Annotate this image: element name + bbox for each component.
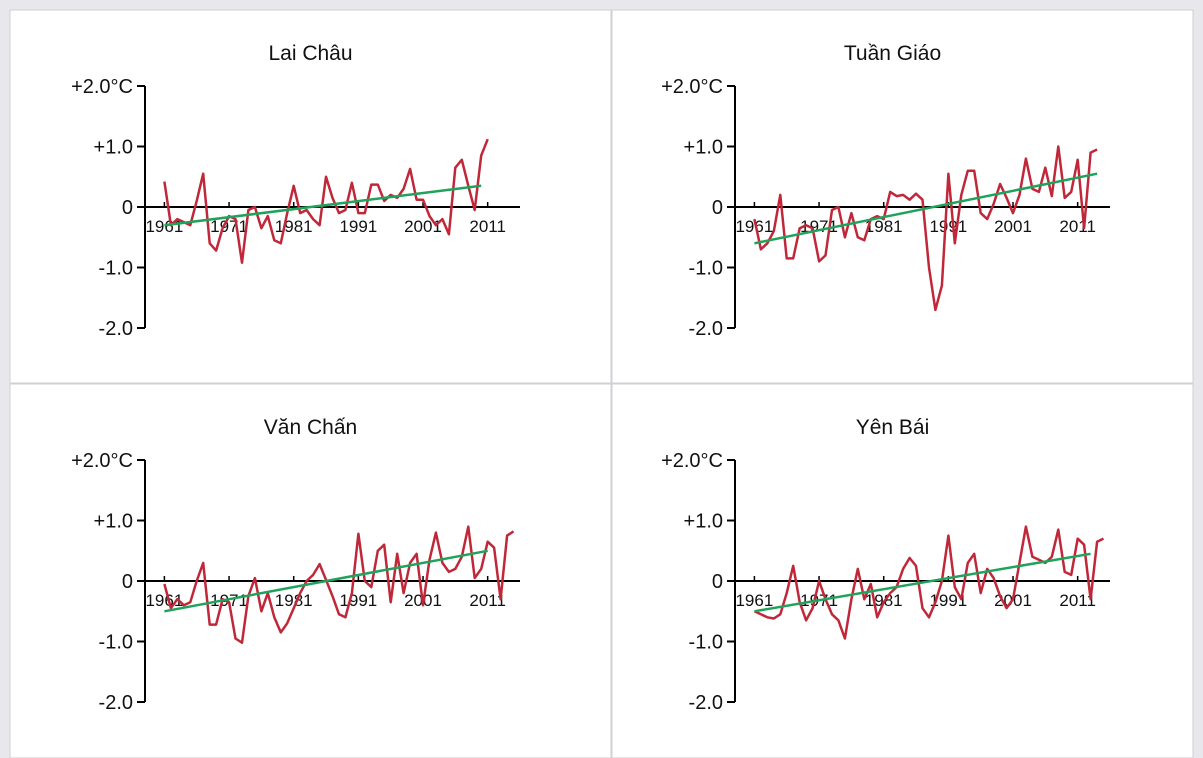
panel-background xyxy=(9,9,612,384)
x-tick-label: 1991 xyxy=(339,217,377,236)
y-tick-label: -1.0 xyxy=(99,632,133,654)
y-tick-label: -1.0 xyxy=(689,632,723,654)
x-tick-label: 1971 xyxy=(210,591,248,610)
x-tick-label: 1991 xyxy=(339,591,377,610)
chart-title: Lai Châu xyxy=(268,42,352,65)
anomaly-line xyxy=(753,145,1098,312)
y-tick-label: +2.0°C xyxy=(661,76,723,98)
x-tick-label: 2001 xyxy=(404,217,442,236)
y-tick-label: -2.0 xyxy=(689,318,723,340)
chart-title: Văn Chấn xyxy=(264,416,357,439)
x-tick-label: 1981 xyxy=(275,591,313,610)
y-tick-label: 0 xyxy=(712,197,723,219)
x-tick-label: 1981 xyxy=(275,217,313,236)
y-tick-label: 0 xyxy=(712,571,723,593)
trend-line xyxy=(754,552,1091,613)
y-tick-label: -2.0 xyxy=(689,692,723,714)
x-tick-label: 2001 xyxy=(994,217,1032,236)
x-tick-label: 2011 xyxy=(1059,591,1096,610)
x-tick-label: 1991 xyxy=(929,217,967,236)
x-tick-label: 2011 xyxy=(1059,217,1096,236)
panel-background xyxy=(9,383,612,758)
x-tick-label: 1961 xyxy=(735,591,773,610)
x-tick-label: 1961 xyxy=(735,217,773,236)
y-tick-label: +2.0°C xyxy=(71,450,133,472)
x-tick-label: 2011 xyxy=(469,217,506,236)
y-tick-label: -1.0 xyxy=(99,258,133,280)
x-tick-label: 1981 xyxy=(865,217,903,236)
trend-line xyxy=(164,549,488,613)
y-tick-label: +2.0°C xyxy=(71,76,133,98)
y-tick-label: +1.0 xyxy=(684,511,723,533)
y-tick-label: -1.0 xyxy=(689,258,723,280)
y-tick-label: +1.0 xyxy=(94,137,133,159)
chart-title: Yên Bái xyxy=(856,416,930,439)
y-tick-label: -2.0 xyxy=(99,692,133,714)
y-tick-label: +1.0 xyxy=(94,511,133,533)
anomaly-line xyxy=(163,138,489,264)
y-tick-label: +1.0 xyxy=(684,137,723,159)
x-tick-label: 1991 xyxy=(929,591,967,610)
x-tick-label: 2011 xyxy=(469,591,506,610)
y-tick-label: 0 xyxy=(122,571,133,593)
y-tick-label: -2.0 xyxy=(99,318,133,340)
anomaly-line xyxy=(753,525,1105,640)
panel-background xyxy=(611,9,1194,384)
trend-line xyxy=(754,172,1098,245)
y-tick-label: 0 xyxy=(122,197,133,219)
trend-line xyxy=(164,184,482,227)
y-tick-label: +2.0°C xyxy=(661,450,723,472)
chart-title: Tuần Giáo xyxy=(844,42,941,65)
